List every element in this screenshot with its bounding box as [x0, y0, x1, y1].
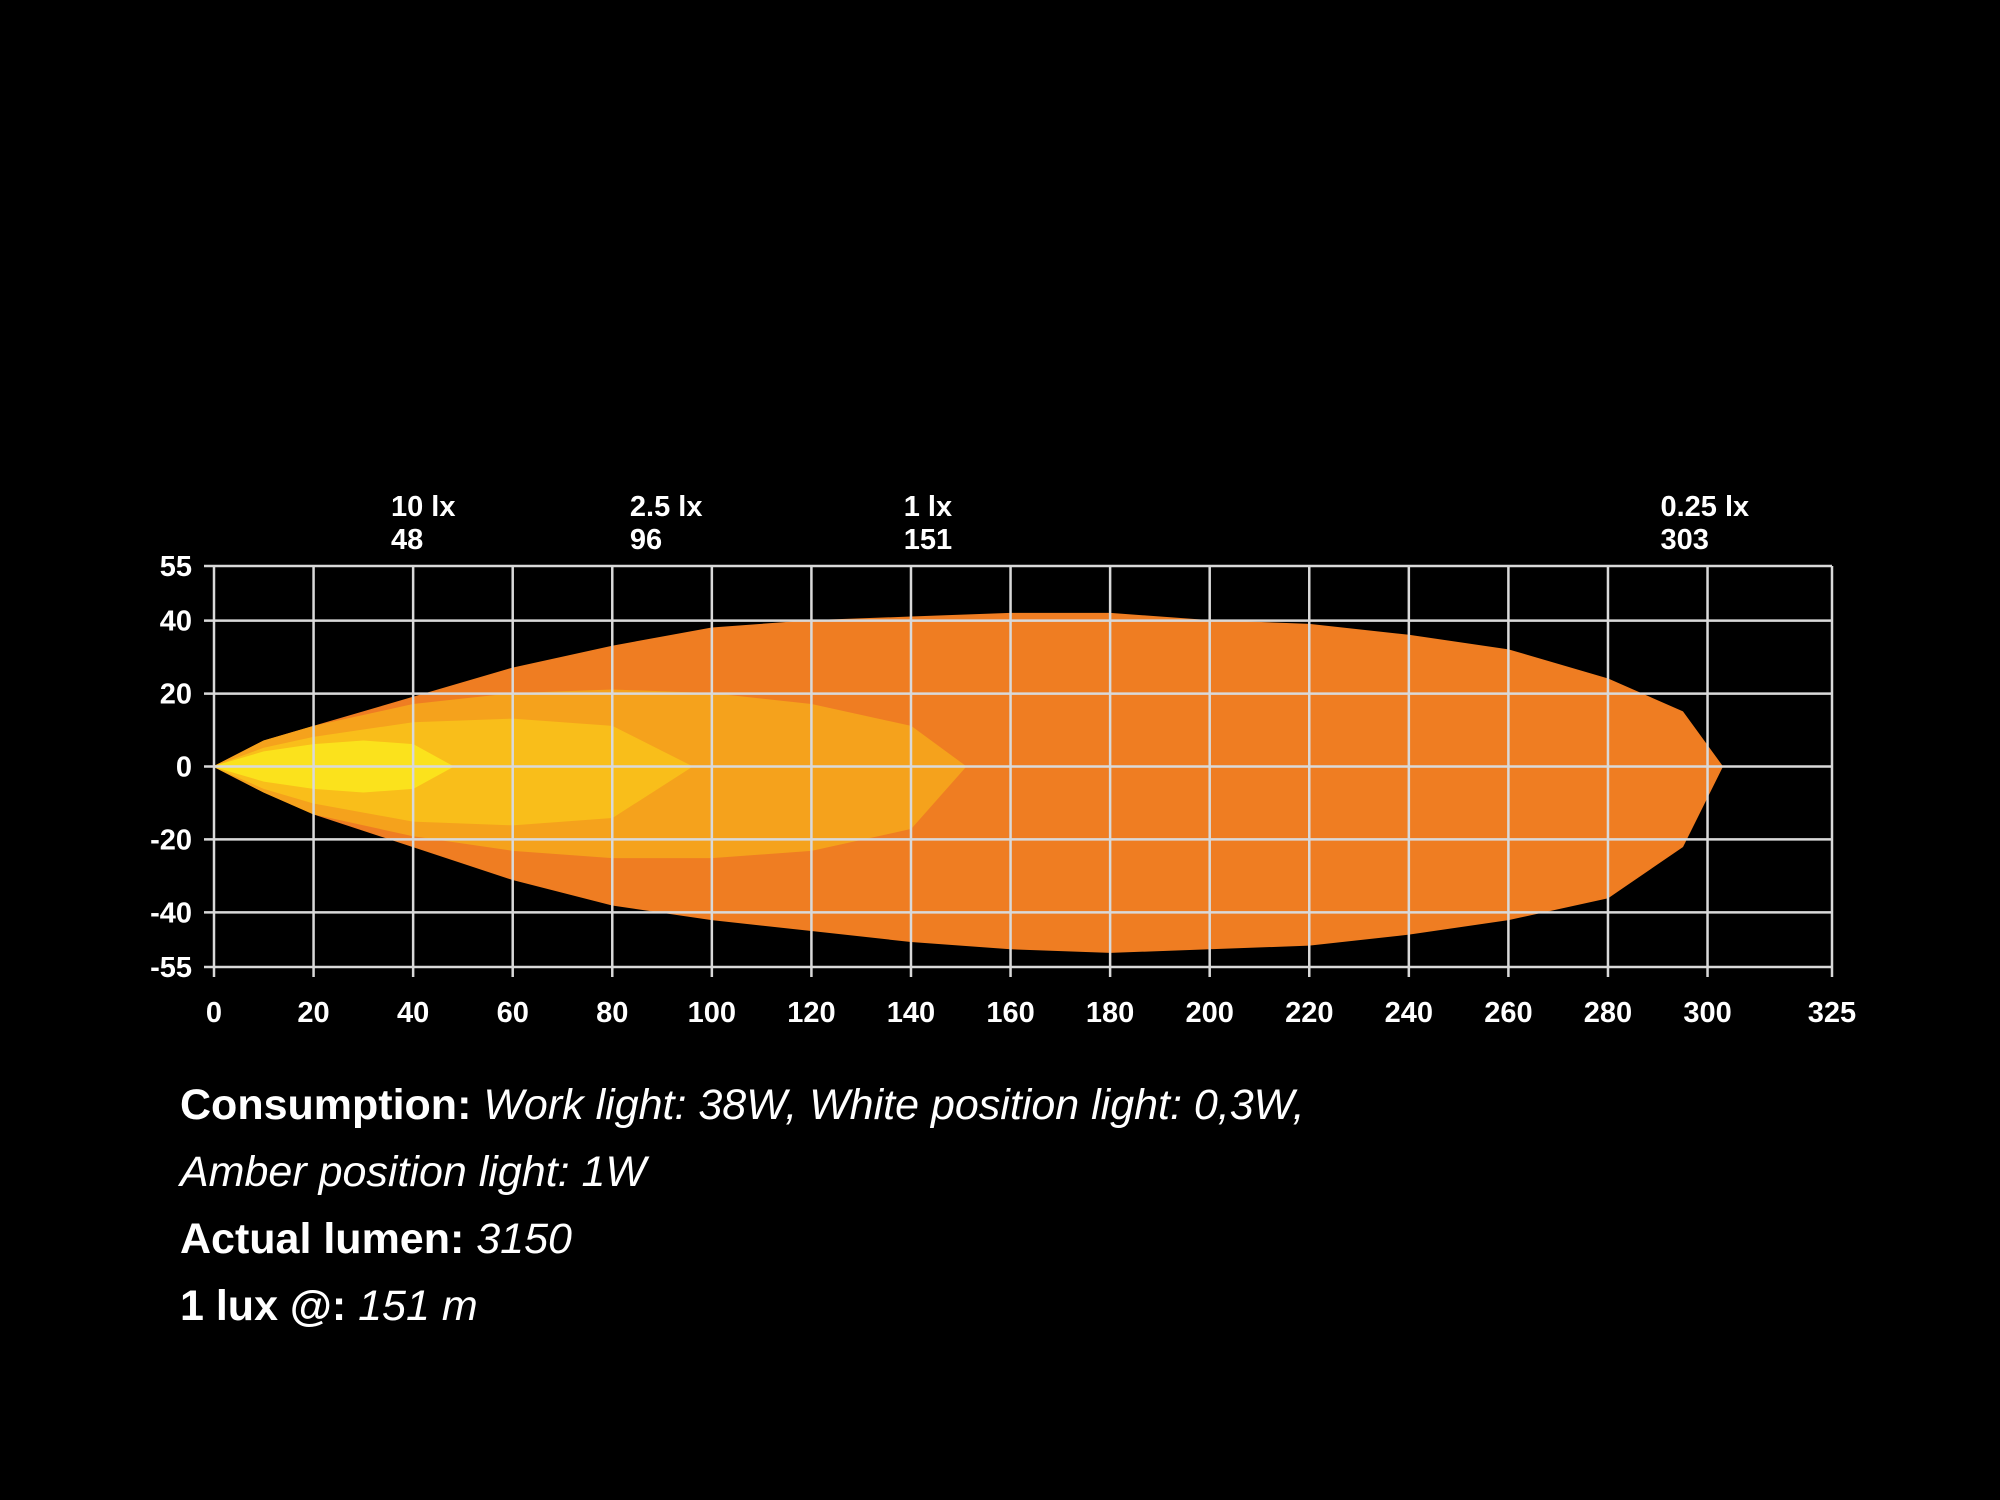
x-tick-label: 60	[497, 997, 529, 1029]
spec-label: Actual lumen:	[180, 1215, 465, 1263]
y-tick-label: -40	[150, 897, 192, 929]
x-tick-label: 100	[688, 997, 736, 1029]
spec-value: Amber position light: 1W	[180, 1148, 647, 1196]
spec-label: Consumption:	[180, 1081, 472, 1129]
zone-name: 2.5 lx	[630, 491, 703, 523]
x-tick-label: 325	[1808, 997, 1856, 1029]
spec-line: Consumption: Work light: 38W, White posi…	[180, 1072, 1305, 1139]
x-tick-label: 120	[787, 997, 835, 1029]
spec-label: 1 lux @:	[180, 1282, 347, 1330]
x-tick-label: 180	[1086, 997, 1134, 1029]
y-tick-label: 0	[176, 752, 192, 784]
x-tick-label: 220	[1285, 997, 1333, 1029]
zone-name: 10 lx	[391, 491, 456, 523]
x-tick-label: 200	[1185, 997, 1233, 1029]
spec-line: Amber position light: 1W	[180, 1139, 1305, 1206]
spec-value: Work light: 38W, White position light: 0…	[483, 1081, 1305, 1129]
y-tick-label: -20	[150, 824, 192, 856]
y-tick-label: -55	[150, 952, 192, 984]
x-tick-label: 40	[397, 997, 429, 1029]
zone-name: 1 lx	[904, 491, 952, 523]
zone-reach: 303	[1660, 524, 1708, 556]
x-tick-label: 0	[206, 997, 222, 1029]
spec-value: 151 m	[358, 1282, 478, 1330]
y-tick-label: 40	[160, 606, 192, 638]
x-tick-label: 280	[1584, 997, 1632, 1029]
x-tick-label: 300	[1683, 997, 1731, 1029]
x-tick-label: 80	[596, 997, 628, 1029]
spec-line: Actual lumen: 3150	[180, 1206, 1305, 1273]
zone-name: 0.25 lx	[1660, 491, 1749, 523]
zone-reach: 151	[904, 524, 952, 556]
zone-reach: 48	[391, 524, 423, 556]
spec-value: 3150	[476, 1215, 572, 1263]
y-tick-label: 20	[160, 679, 192, 711]
spec-line: 1 lux @: 151 m	[180, 1273, 1305, 1340]
zone-reach: 96	[630, 524, 662, 556]
x-tick-label: 20	[297, 997, 329, 1029]
x-tick-label: 160	[986, 997, 1034, 1029]
y-tick-label: 55	[160, 551, 192, 583]
x-tick-label: 140	[887, 997, 935, 1029]
x-tick-label: 260	[1484, 997, 1532, 1029]
specs: Consumption: Work light: 38W, White posi…	[180, 1072, 1305, 1340]
x-tick-label: 240	[1385, 997, 1433, 1029]
